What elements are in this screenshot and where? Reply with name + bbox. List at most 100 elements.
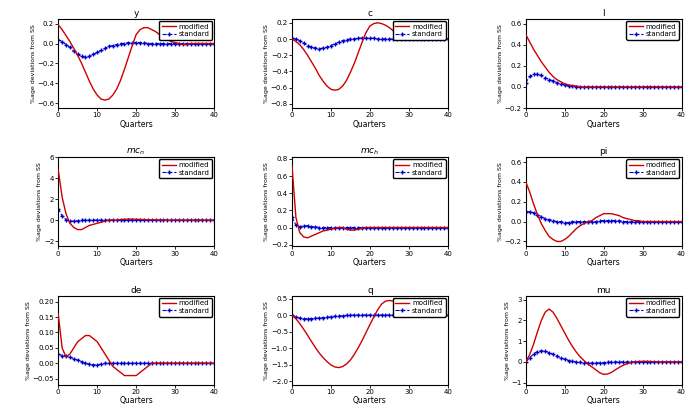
modified xyxy=(627,84,635,89)
standard xyxy=(560,220,569,225)
Line: modified: modified xyxy=(525,182,682,241)
standard xyxy=(521,209,530,214)
standard xyxy=(397,37,405,42)
standard xyxy=(654,219,662,224)
modified xyxy=(354,227,362,232)
standard xyxy=(370,312,378,317)
standard xyxy=(70,356,78,361)
standard xyxy=(377,37,386,42)
modified xyxy=(608,84,616,89)
modified xyxy=(358,40,366,45)
modified xyxy=(530,201,538,206)
modified xyxy=(132,217,140,222)
standard xyxy=(634,219,643,224)
standard xyxy=(530,210,538,215)
standard xyxy=(311,316,319,321)
standard xyxy=(82,218,90,223)
standard xyxy=(331,41,339,46)
modified xyxy=(195,218,203,223)
modified xyxy=(82,70,90,75)
modified xyxy=(370,21,378,26)
standard xyxy=(116,218,125,223)
modified xyxy=(140,217,148,222)
modified xyxy=(611,212,619,217)
modified xyxy=(151,361,160,366)
modified xyxy=(584,219,592,224)
modified xyxy=(334,365,342,370)
modified xyxy=(553,77,561,82)
standard xyxy=(160,218,168,223)
modified xyxy=(303,235,312,240)
Y-axis label: %age deviations from SS: %age deviations from SS xyxy=(264,301,269,379)
modified xyxy=(401,225,409,230)
standard xyxy=(202,41,210,46)
modified xyxy=(397,33,405,38)
modified xyxy=(97,345,105,350)
modified xyxy=(128,373,136,378)
modified xyxy=(109,218,117,223)
standard xyxy=(421,313,429,318)
standard xyxy=(424,313,432,318)
standard xyxy=(62,353,70,358)
X-axis label: Quarters: Quarters xyxy=(587,119,621,129)
modified xyxy=(677,219,685,224)
standard xyxy=(299,223,308,228)
standard xyxy=(530,72,538,77)
standard xyxy=(54,352,62,357)
standard xyxy=(440,313,448,318)
modified xyxy=(662,359,670,364)
modified xyxy=(121,373,129,378)
standard xyxy=(599,360,608,365)
standard xyxy=(334,314,342,319)
modified xyxy=(412,310,421,314)
standard xyxy=(569,359,577,364)
standard xyxy=(545,77,553,82)
modified xyxy=(303,333,312,338)
modified xyxy=(569,344,577,349)
modified xyxy=(331,364,339,369)
standard xyxy=(89,52,97,57)
modified xyxy=(401,304,409,309)
standard xyxy=(428,225,436,230)
modified xyxy=(319,79,327,84)
standard xyxy=(521,80,530,85)
standard xyxy=(186,361,195,366)
standard xyxy=(288,215,296,220)
standard xyxy=(358,36,366,41)
modified xyxy=(112,87,121,92)
modified xyxy=(82,225,90,230)
standard xyxy=(534,72,542,77)
modified xyxy=(93,221,101,226)
modified xyxy=(584,84,592,89)
Y-axis label: %age deviations from SS: %age deviations from SS xyxy=(26,301,32,379)
modified xyxy=(206,218,214,223)
modified xyxy=(569,84,577,89)
standard xyxy=(121,361,129,366)
standard xyxy=(389,37,397,42)
standard xyxy=(77,359,86,364)
standard xyxy=(432,313,440,318)
standard xyxy=(97,362,105,366)
Title: c: c xyxy=(367,9,373,18)
modified xyxy=(140,367,148,372)
standard xyxy=(342,225,351,230)
modified xyxy=(136,27,144,32)
standard xyxy=(428,37,436,42)
standard xyxy=(650,219,658,224)
standard xyxy=(190,361,199,366)
modified xyxy=(650,219,658,224)
standard xyxy=(303,316,312,321)
Line: standard: standard xyxy=(523,72,684,89)
modified xyxy=(599,84,608,89)
standard xyxy=(572,84,580,89)
standard xyxy=(73,218,82,223)
modified xyxy=(405,306,413,311)
standard xyxy=(85,54,93,59)
modified xyxy=(195,361,203,366)
modified xyxy=(350,228,358,233)
standard xyxy=(70,49,78,54)
Title: l: l xyxy=(602,9,605,18)
standard xyxy=(599,84,608,89)
standard xyxy=(436,313,444,318)
standard xyxy=(121,218,129,223)
